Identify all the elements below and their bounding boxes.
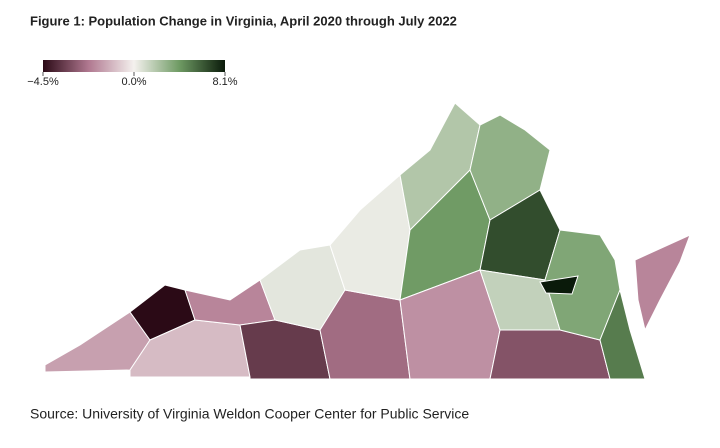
- chart-title: Figure 1: Population Change in Virginia,…: [30, 13, 457, 28]
- region: [469, 114, 551, 221]
- region: [634, 234, 691, 332]
- source-note: Source: University of Virginia Weldon Co…: [30, 406, 469, 422]
- region: [599, 288, 646, 380]
- region: [184, 279, 276, 326]
- color-legend: [43, 60, 225, 72]
- region: [539, 275, 579, 295]
- legend-tick-label: 0.0%: [121, 76, 146, 88]
- legend-tick-label: −4.5%: [27, 76, 59, 88]
- region: [544, 229, 621, 341]
- map: [44, 102, 691, 380]
- region: [329, 174, 411, 301]
- legend-tick-label: 8.1%: [212, 76, 237, 88]
